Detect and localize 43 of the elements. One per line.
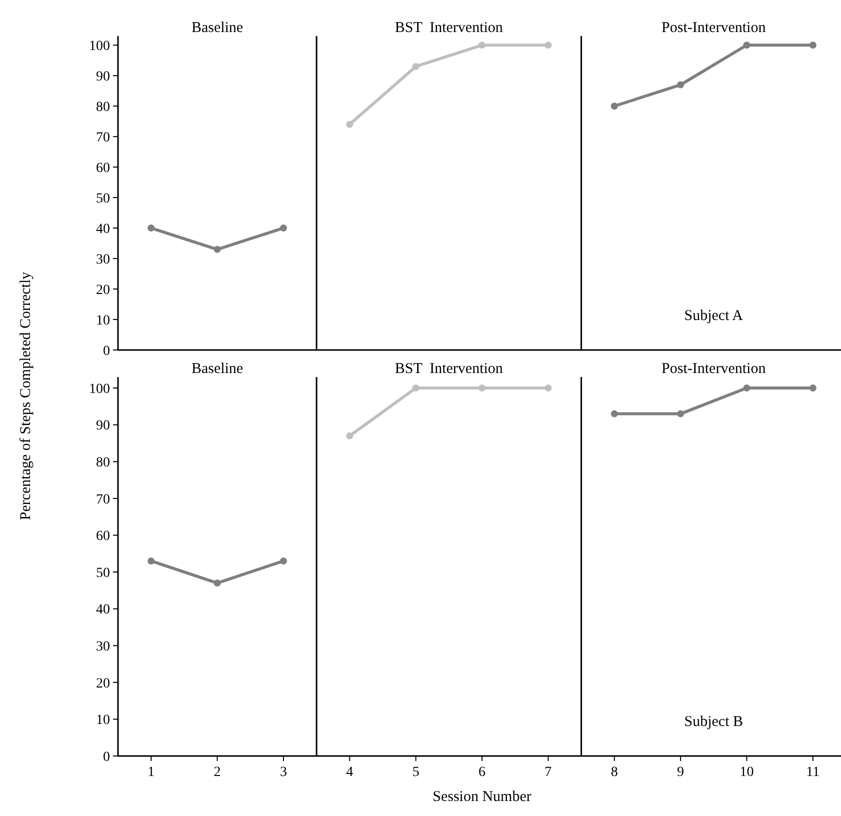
x-tick-label: 2 bbox=[214, 765, 221, 780]
x-tick-label: 7 bbox=[544, 765, 552, 780]
x-tick-label: 8 bbox=[610, 765, 618, 780]
x-tick-label: 1 bbox=[148, 765, 155, 780]
y-tick-label: 100 bbox=[89, 39, 110, 54]
y-tick-label: 70 bbox=[96, 130, 110, 146]
y-tick-label: 80 bbox=[96, 100, 110, 116]
y-tick-label: 60 bbox=[96, 160, 110, 176]
y-tick-label: 10 bbox=[96, 313, 110, 328]
annotation: BST Intervention bbox=[394, 361, 504, 377]
x-tick-label: 11 bbox=[806, 765, 820, 780]
x-tick-label: 5 bbox=[412, 765, 420, 780]
y-axis-title: Percentage of Steps Completed Correctly bbox=[18, 271, 34, 520]
annotation: Baseline bbox=[191, 20, 244, 36]
y-tick-label: 90 bbox=[96, 418, 110, 434]
y-tick-label: 50 bbox=[96, 566, 110, 581]
annotation: Baseline bbox=[191, 361, 244, 377]
y-tick-label: 70 bbox=[96, 492, 110, 508]
y-tick-label: 90 bbox=[96, 70, 110, 85]
y-tick-label: 80 bbox=[96, 456, 110, 471]
y-tick-label: 60 bbox=[96, 529, 110, 544]
x-tick-label: 9 bbox=[677, 765, 684, 780]
annotation: Subject B bbox=[684, 714, 744, 730]
x-tick-label: 4 bbox=[346, 765, 354, 780]
y-tick-label: 100 bbox=[89, 382, 110, 397]
y-tick-label: 40 bbox=[96, 602, 110, 618]
y-tick-label: 20 bbox=[96, 282, 110, 298]
x-axis-title: Session Number bbox=[432, 789, 532, 805]
y-tick-label: 30 bbox=[96, 640, 110, 655]
y-tick-label: 10 bbox=[96, 713, 110, 728]
annotation: Post-Intervention bbox=[662, 20, 766, 36]
y-tick-label: 0 bbox=[103, 344, 110, 359]
y-tick-label: 40 bbox=[96, 222, 110, 237]
y-tick-label: 20 bbox=[96, 676, 110, 692]
x-tick-label: 6 bbox=[478, 765, 486, 780]
annotation: Subject A bbox=[684, 308, 744, 324]
annotation: BST Intervention bbox=[394, 20, 504, 36]
y-tick-label: 30 bbox=[96, 252, 110, 268]
y-tick-label: 50 bbox=[96, 191, 110, 206]
y-tick-label: 0 bbox=[103, 750, 110, 765]
annotation: Post-Intervention bbox=[662, 361, 766, 377]
x-tick-label: 10 bbox=[740, 765, 754, 780]
x-tick-label: 3 bbox=[280, 765, 287, 780]
